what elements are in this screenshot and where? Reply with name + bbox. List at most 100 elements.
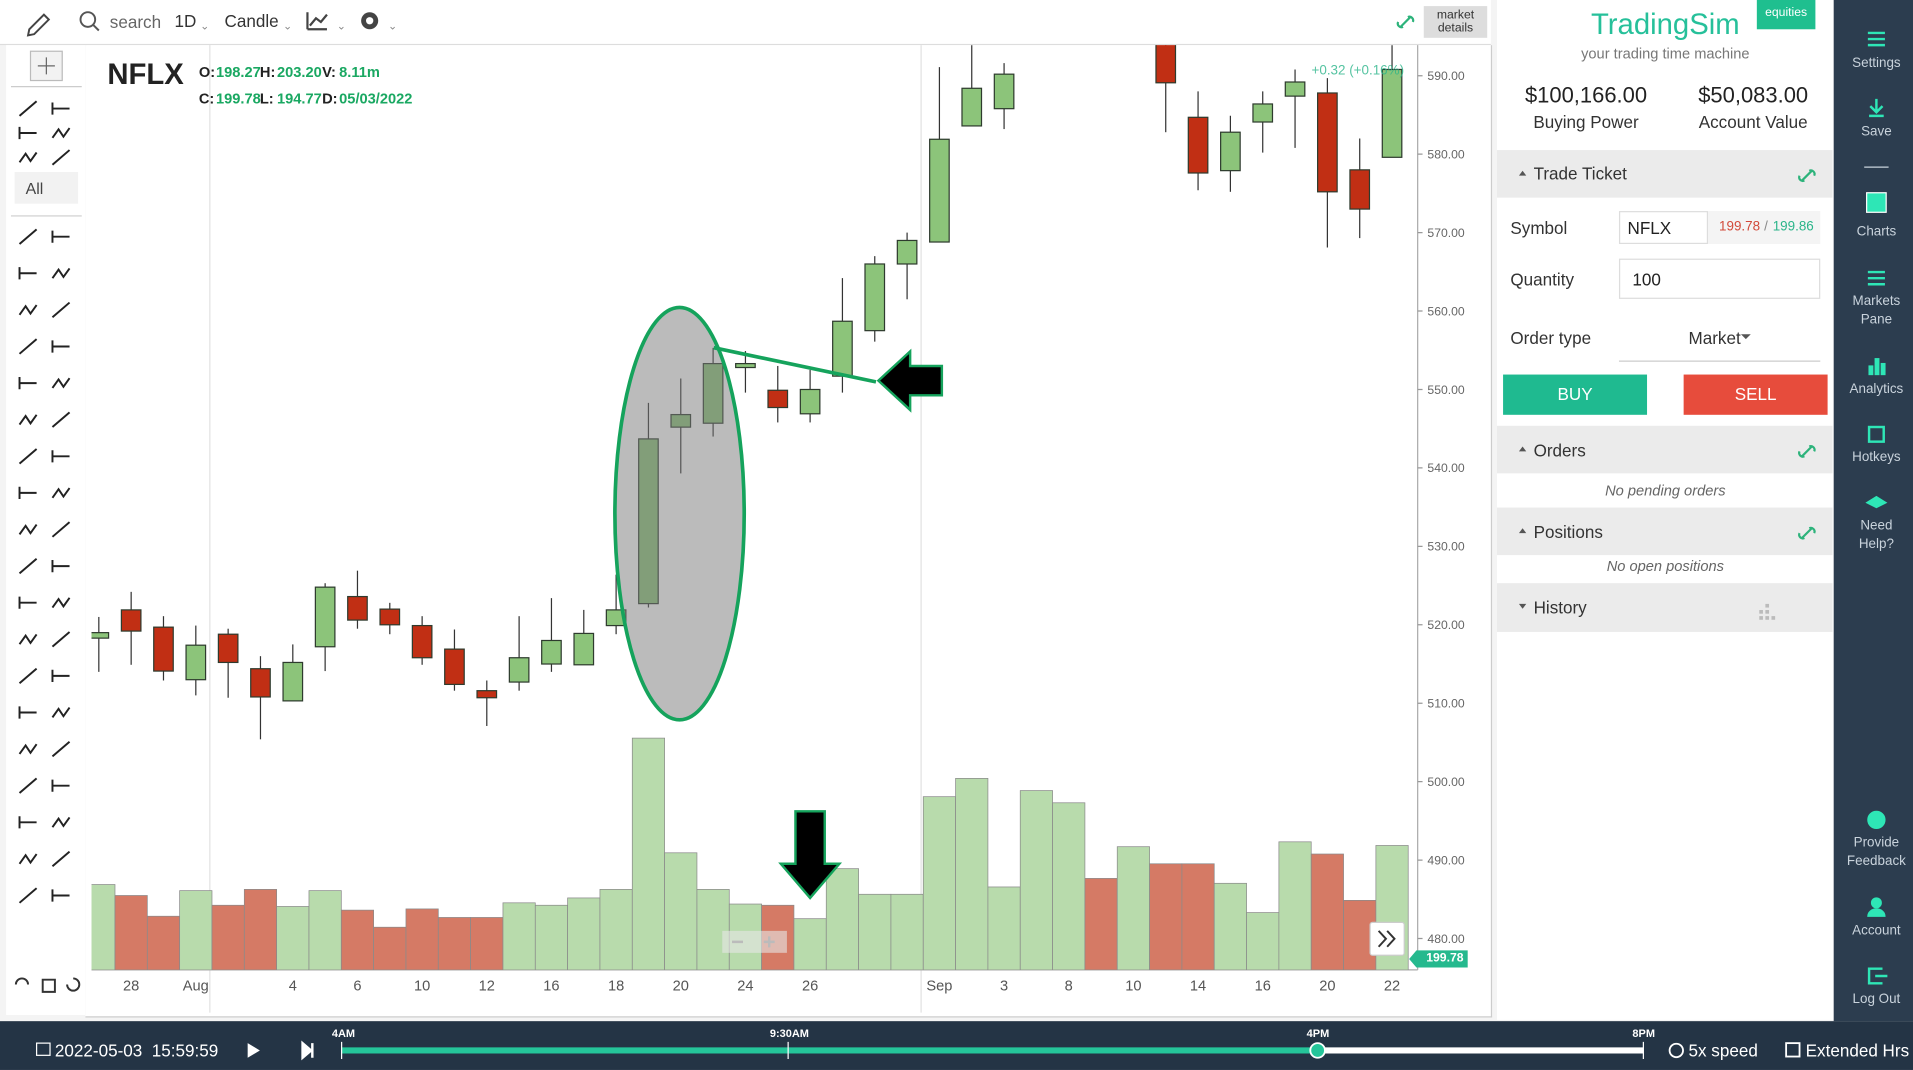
tool-icon[interactable] [51,487,71,499]
nav-item[interactable]: Account [1852,923,1901,939]
tool-icon[interactable] [51,850,71,867]
tool-icon[interactable] [51,669,70,682]
section-title[interactable]: History [1533,597,1587,618]
tool-icon[interactable] [18,816,37,829]
tool-icon[interactable] [51,816,71,828]
checkbox[interactable] [1785,1042,1801,1058]
pencil-icon[interactable] [26,13,51,37]
tool-icon[interactable] [51,102,70,115]
market-details-button[interactable]: market details [1423,6,1488,38]
nav-item[interactable]: Need Help? [1858,518,1894,552]
tool-icon[interactable] [51,450,70,463]
speed-icon[interactable] [1668,1042,1684,1059]
nav-item[interactable]: Settings [1852,56,1901,71]
section-header[interactable] [1496,507,1833,556]
tool-icon[interactable] [14,977,81,993]
zoom-control[interactable] [722,930,787,953]
nav-item[interactable]: Log Out [1852,991,1901,1007]
indicator-icon[interactable] [306,12,328,31]
tool-icon[interactable] [18,667,38,684]
zoom-control [732,936,775,948]
tool-icon[interactable] [18,100,38,117]
section-header[interactable] [1496,583,1833,632]
volume-bar [340,909,374,970]
tool-icon[interactable] [51,301,71,318]
step-button[interactable] [301,1040,314,1061]
tool-icon[interactable] [51,127,71,139]
tool-icon[interactable] [18,743,38,755]
y-tick-label: 560.00 [1427,304,1464,318]
nav-item[interactable]: Hotkeys [1852,450,1901,465]
tool-icon[interactable] [18,596,37,609]
price-change: +0.32 (+0.16%) [1311,63,1405,79]
tool-icon[interactable] [18,304,38,316]
search-input[interactable]: search [109,12,162,32]
tool-icon[interactable] [51,267,71,279]
tool-icon[interactable] [51,559,70,573]
speed-select[interactable]: 5x speed [1688,1040,1758,1061]
tool-icon[interactable] [18,126,37,140]
grid-icon[interactable] [1759,603,1776,620]
x-tick-label: 28 [123,979,139,995]
section-title[interactable]: Trade Ticket [1533,163,1627,184]
calendar-icon[interactable] [35,1042,51,1056]
volume-bar [1084,878,1118,970]
section-title[interactable]: Positions [1533,522,1603,542]
filter-label[interactable]: All [25,179,44,198]
timeline-knob[interactable] [1309,1042,1326,1059]
section-header[interactable] [1496,425,1833,474]
play-button[interactable] [247,1043,260,1058]
sell-button[interactable]: SELL [1683,374,1828,415]
section-title[interactable]: Orders [1533,440,1586,460]
extended-hours-toggle[interactable]: Extended Hrs [1805,1040,1910,1061]
chart-style-select[interactable]: Candle [224,10,279,31]
tool-icon[interactable] [18,558,38,575]
annotations [613,305,1468,968]
filter-select[interactable] [14,172,79,204]
tool-icon[interactable] [18,777,38,794]
tool-icon[interactable] [18,414,38,426]
section-header[interactable] [1496,150,1833,198]
interval-select[interactable]: 1D [174,10,197,31]
link-icon[interactable] [1396,15,1415,29]
x-tick-label: 16 [543,979,559,995]
nav-icon[interactable] [1864,31,1889,985]
search-icon[interactable] [79,11,97,28]
symbol-input[interactable]: NFLX [1618,211,1709,245]
tool-icon[interactable] [18,887,38,904]
tool-icon[interactable] [18,338,38,355]
order-type-select[interactable]: Market [1688,328,1741,348]
tool-icon[interactable] [18,706,37,719]
tool-icon[interactable] [51,230,70,243]
quantity-input[interactable]: 100 [1618,258,1821,299]
tool-icon[interactable] [18,228,38,245]
tool-icon[interactable] [51,741,71,758]
tool-icon[interactable] [51,377,71,389]
link-icon[interactable] [1798,169,1816,540]
tool-icon[interactable] [18,486,37,499]
tool-icon[interactable] [51,149,71,166]
tool-icon[interactable] [18,524,38,535]
nav-item[interactable]: Markets Pane [1852,294,1901,327]
timeline-label: 8PM [1632,1027,1655,1040]
tool-icon[interactable] [51,707,71,718]
tool-icon[interactable] [51,631,71,648]
nav-item[interactable]: Charts [1856,224,1897,240]
tool-icon[interactable] [51,521,71,538]
nav-item[interactable]: Save [1861,124,1892,140]
tool-icon[interactable] [18,448,38,465]
nav-item[interactable]: Analytics [1849,381,1904,397]
tool-icon[interactable] [18,267,37,280]
tool-icon[interactable] [51,411,71,428]
tool-icon[interactable] [51,889,70,902]
tool-icon[interactable] [51,779,70,792]
bid: 199.78 [1719,219,1761,235]
tool-icon[interactable] [18,151,38,163]
tool-icon[interactable] [18,633,38,645]
tool-icon[interactable] [51,340,70,353]
tool-icon[interactable] [18,376,37,390]
tool-icon[interactable] [18,853,38,865]
buy-button[interactable]: BUY [1503,374,1648,415]
tool-icon[interactable] [51,597,71,609]
nav-item[interactable]: Provide Feedback [1846,835,1906,869]
